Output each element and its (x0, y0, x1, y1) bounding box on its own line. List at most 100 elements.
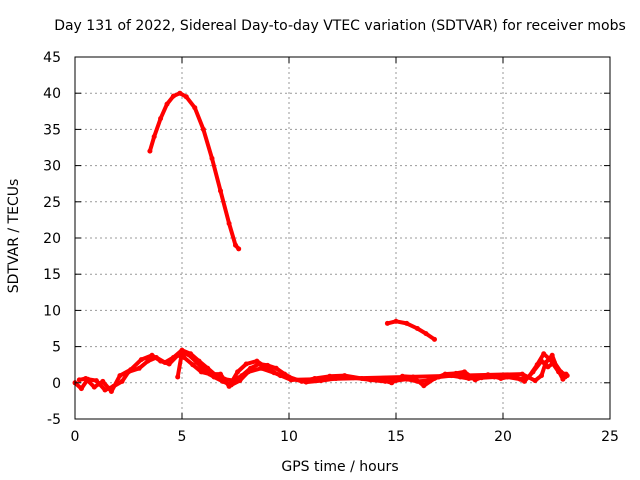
y-tick-label: 45 (43, 50, 61, 66)
data-point (166, 361, 172, 367)
y-tick-label: 0 (52, 376, 61, 392)
grid (75, 57, 610, 419)
data-point (539, 373, 544, 379)
y-axis-label: SDTVAR / TECUs (6, 179, 22, 294)
data-point (226, 221, 232, 226)
data-point (108, 389, 114, 394)
data-point (228, 382, 234, 388)
data-point (78, 386, 84, 392)
data-point (389, 380, 395, 386)
data-point (472, 377, 478, 383)
y-tick-label: 20 (43, 231, 61, 247)
data-point (543, 360, 549, 365)
axis-ticks: 0 5 10 15 20 25 -5 0 5 10 15 20 25 30 35 40 45 (43, 50, 619, 445)
data-point (203, 369, 208, 375)
data-point (498, 376, 504, 381)
data-point (147, 148, 153, 154)
data-point (233, 242, 238, 248)
data-point (76, 377, 82, 383)
data-point (117, 373, 123, 379)
data-point (273, 365, 279, 371)
y-tick-label: 15 (43, 267, 61, 283)
data-point (179, 349, 185, 355)
data-point (541, 351, 547, 357)
data-point (93, 378, 99, 384)
data-point (183, 94, 189, 100)
y-tick-label: -5 (47, 412, 61, 428)
data-point (530, 369, 536, 375)
series-line-arc-high (147, 91, 241, 251)
data-point (462, 369, 467, 375)
data-point (205, 365, 211, 371)
y-tick-label: 25 (43, 195, 61, 211)
data-point (192, 105, 198, 111)
data-point (254, 358, 260, 364)
data-point (236, 246, 242, 252)
data-point (170, 93, 176, 99)
data-point (175, 374, 181, 380)
data-point (151, 134, 157, 140)
series-line-arc-mid (385, 319, 437, 342)
data-point (532, 378, 538, 384)
data-point (164, 101, 170, 107)
data-point (432, 336, 437, 342)
x-tick-label: 0 (71, 429, 80, 445)
x-axis-label: GPS time / hours (281, 459, 398, 475)
y-tick-label: 40 (43, 86, 61, 102)
data-point (138, 357, 144, 363)
data-point (404, 320, 410, 326)
data-point (271, 370, 277, 376)
data-point (218, 188, 223, 194)
data-point (190, 362, 196, 368)
data-point (102, 387, 108, 393)
data-point (560, 376, 566, 382)
y-tick-label: 30 (43, 159, 61, 175)
y-tick-label: 10 (43, 303, 61, 319)
data-point (145, 358, 151, 364)
data-point (288, 377, 294, 383)
data-point (393, 318, 399, 324)
data-point (83, 376, 89, 381)
data-series (72, 90, 570, 394)
x-tick-label: 10 (280, 429, 298, 445)
data-point (91, 384, 97, 390)
x-tick-label: 20 (494, 429, 512, 445)
data-point (554, 364, 559, 370)
x-tick-label: 15 (387, 429, 405, 445)
chart-title: Day 131 of 2022, Sidereal Day-to-day VTE… (54, 18, 626, 34)
y-tick-label: 35 (43, 122, 61, 138)
data-point (177, 90, 183, 96)
data-point (158, 358, 164, 364)
data-point (258, 365, 264, 371)
data-point (539, 358, 544, 364)
data-point (209, 155, 215, 161)
data-point (200, 126, 206, 132)
data-point (549, 352, 555, 358)
x-tick-label: 5 (178, 429, 187, 445)
data-point (211, 374, 217, 380)
x-tick-label: 25 (601, 429, 619, 445)
data-point (235, 369, 241, 375)
data-point (237, 378, 243, 384)
data-point (563, 371, 569, 377)
data-point (243, 361, 249, 367)
data-point (218, 371, 223, 377)
data-point (421, 383, 427, 389)
data-point (119, 378, 125, 384)
data-point (245, 369, 251, 375)
data-point (519, 371, 525, 377)
data-point (128, 367, 134, 373)
data-point (384, 320, 390, 326)
data-point (414, 326, 420, 331)
data-point (423, 331, 429, 337)
data-point (175, 352, 181, 358)
data-point (194, 360, 200, 365)
data-point (136, 365, 142, 371)
data-point (220, 378, 226, 384)
data-point (185, 352, 191, 358)
data-point (158, 116, 164, 121)
data-point (149, 352, 155, 358)
data-point (521, 378, 527, 384)
data-point (100, 378, 106, 384)
